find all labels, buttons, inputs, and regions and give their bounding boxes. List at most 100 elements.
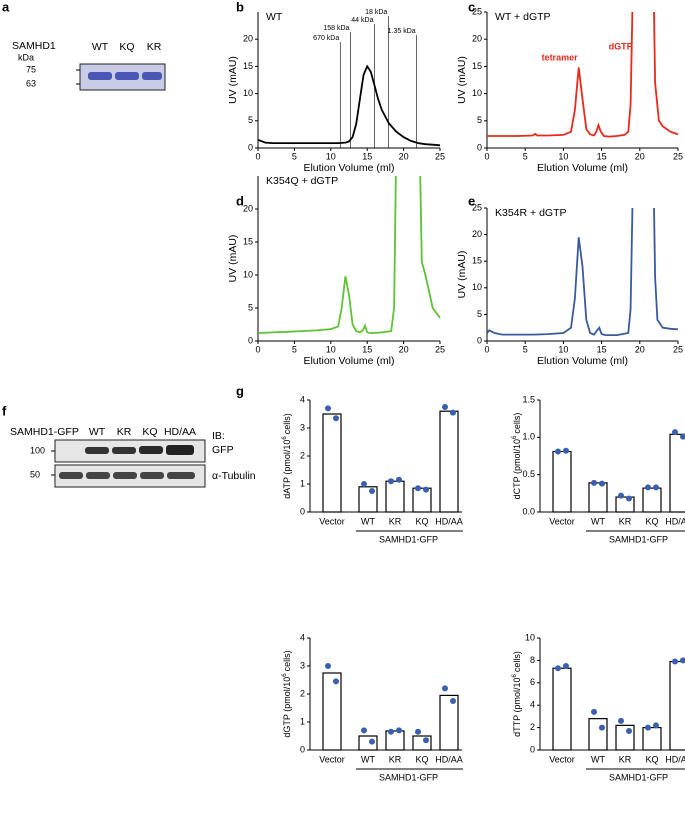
y-tick-label: 25 [472, 6, 482, 16]
y-tick-label: 4 [300, 632, 305, 642]
y-tick-label: 0 [248, 335, 253, 345]
x-tick-label: 5 [523, 344, 528, 354]
replicate-point [369, 488, 375, 494]
replicate-point [325, 405, 331, 412]
panel-label: g [236, 383, 244, 398]
panel-label: d [236, 193, 244, 208]
replicate-point [563, 663, 569, 669]
replicate-point [388, 478, 394, 485]
bar [439, 410, 459, 513]
panel-label: c [468, 0, 475, 14]
marker-label: 158 kDa [323, 25, 349, 32]
x-tick-label: 5 [292, 344, 297, 354]
bar [642, 487, 662, 513]
x-tick-label: 20 [635, 344, 645, 354]
blot-row-label: SAMHD1-GFP [10, 426, 79, 438]
replicate-point [333, 678, 339, 685]
y-label-part: cells) [512, 413, 522, 434]
x-tick-label: HD/AA [435, 516, 463, 526]
bar [669, 433, 685, 513]
x-axis-label: Elution Volume (ml) [537, 162, 628, 174]
chart-title: K354Q + dGTP [266, 175, 338, 187]
x-tick-label: HD/AA [435, 754, 463, 764]
x-tick-label: KQ [645, 516, 658, 526]
gel-lane: KR [147, 41, 162, 53]
y-tick-label: 20 [472, 229, 482, 239]
trace [487, 208, 679, 336]
y-label-sup: 6 [282, 436, 288, 440]
bar [642, 726, 662, 751]
x-tick-label: 20 [399, 151, 409, 161]
replicate-point [591, 479, 597, 486]
y-tick-label: 5 [477, 309, 482, 319]
y-label-part: dCTP (pmol/10 [512, 439, 522, 499]
replicate-point [361, 481, 367, 487]
bar [322, 413, 342, 513]
y-tick-label: 10 [243, 269, 253, 279]
y-tick-label: 10 [472, 282, 482, 292]
y-tick-label: 0 [248, 142, 253, 152]
y-label-part: cells) [282, 650, 292, 671]
x-tick-label: 15 [597, 344, 607, 354]
blot-marker: 50 [30, 469, 40, 479]
x-tick-label: WT [591, 754, 605, 764]
y-tick-label: 10 [472, 88, 482, 98]
y-axis-label: dTTP (pmol/106 cells) [512, 651, 523, 737]
replicate-point [672, 658, 678, 665]
y-axis-label: dATP (pmol/106 cells) [282, 413, 293, 499]
marker-label: 1.35 kDa [388, 28, 416, 35]
x-tick-label: 25 [673, 344, 683, 354]
replicate-point [672, 429, 678, 436]
x-tick-label: Vector [549, 516, 575, 526]
replicate-point [653, 722, 659, 729]
x-tick-label: KQ [415, 516, 428, 526]
x-tick-label: 10 [326, 344, 336, 354]
blot-lane: HD/AA [164, 426, 196, 438]
y-tick-label: 5 [248, 302, 253, 312]
x-tick-label: 0 [255, 344, 260, 354]
y-tick-label: 20 [472, 34, 482, 44]
y-tick-label: 0 [477, 142, 482, 152]
replicate-point [555, 448, 561, 455]
replicate-point [388, 728, 394, 735]
replicate-point [645, 724, 651, 731]
x-tick-label: KR [619, 754, 632, 764]
group-label: SAMHD1-GFP [379, 534, 438, 544]
bar [412, 735, 432, 751]
gel-marker: 63 [26, 78, 36, 88]
blot-image [51, 439, 206, 488]
replicate-point [423, 486, 429, 493]
group-label: SAMHD1-GFP [379, 772, 438, 782]
replicate-point [442, 685, 448, 692]
panel-label: b [236, 0, 244, 14]
replicate-point [680, 433, 685, 440]
bar [669, 660, 685, 751]
gel-marker: 75 [26, 64, 36, 74]
x-tick-label: Vector [319, 516, 345, 526]
y-tick-label: 8 [530, 655, 535, 665]
x-tick-label: 20 [399, 344, 409, 354]
y-label-part: dTTP (pmol/10 [512, 678, 522, 737]
x-tick-label: 15 [597, 151, 607, 161]
y-tick-label: 20 [243, 203, 253, 213]
y-tick-label: 4 [300, 394, 305, 404]
replicate-point [415, 728, 421, 735]
y-label-sup: 6 [282, 673, 288, 677]
marker-label: 44 kDa [351, 17, 373, 24]
gel-unit: kDa [18, 52, 34, 62]
replicate-point [626, 727, 632, 734]
replicate-point [442, 404, 448, 410]
y-tick-label: 20 [243, 34, 253, 44]
x-tick-label: HD/AA [665, 754, 685, 764]
replicate-point [415, 485, 421, 492]
y-tick-label: 10 [243, 88, 253, 98]
replicate-point [599, 724, 605, 731]
replicate-point [645, 484, 651, 491]
x-tick-label: 0 [255, 151, 260, 161]
bar [322, 672, 342, 751]
y-tick-label: 0 [300, 506, 305, 516]
x-tick-label: KQ [645, 754, 658, 764]
y-label-part: cells) [282, 413, 292, 434]
bar [588, 718, 608, 751]
